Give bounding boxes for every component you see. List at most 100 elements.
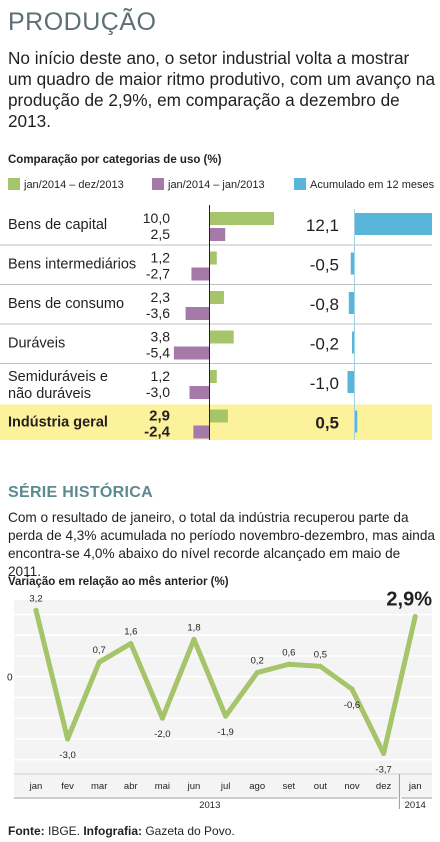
bar-dez xyxy=(209,251,217,265)
source-credit: Fonte: IBGE. Infografia: Gazeta do Povo. xyxy=(8,824,235,838)
section-title-serie-historica: SÉRIE HISTÓRICA xyxy=(8,484,153,501)
data-point xyxy=(317,663,323,669)
data-point xyxy=(128,640,134,647)
bar-jan xyxy=(185,307,209,320)
value-label-acumulado: -1,0 xyxy=(310,374,339,393)
intro-paragraph: No início deste ano, o setor industrial … xyxy=(8,48,436,131)
value-label-dez: 10,0 xyxy=(143,210,170,226)
value-label-dez: 1,2 xyxy=(151,250,171,266)
category-label-line: Bens intermediários xyxy=(8,257,136,273)
value-label-jan: 2,5 xyxy=(151,226,171,242)
bar-acumulado xyxy=(348,292,354,314)
data-point xyxy=(96,659,102,665)
credit-prefix: Infografia: xyxy=(83,824,143,838)
data-label: 1,8 xyxy=(187,622,200,633)
month-tick-label: ago xyxy=(249,781,265,792)
data-label: 1,6 xyxy=(124,627,137,638)
legend-item-jan: jan/2014 – jan/2013 xyxy=(152,178,265,192)
value-label-acumulado: -0,5 xyxy=(310,256,339,275)
data-label: 3,2 xyxy=(29,593,42,604)
month-tick-label: abr xyxy=(124,781,138,792)
bar-acumulado xyxy=(352,331,354,354)
latest-value-label: 2,9% xyxy=(386,589,432,611)
comparison-chart-title: Comparação por categorias de uso (%) xyxy=(8,154,222,166)
month-tick-label: set xyxy=(282,781,295,792)
category-bar-chart: Bens de capital 10,02,5 12,1 Bens intermedi… xyxy=(0,205,432,441)
plot-background xyxy=(14,600,432,797)
bar-dez xyxy=(209,212,274,225)
data-point xyxy=(191,636,197,642)
line-chart-subtitle: Variação em relação ao mês anterior (%) xyxy=(8,576,229,588)
data-label: -0,6 xyxy=(344,700,360,711)
value-label-acumulado: 12,1 xyxy=(306,216,339,235)
bar-dez xyxy=(209,330,234,344)
month-tick-label: fev xyxy=(61,781,74,792)
page-title: PRODUÇÃO xyxy=(8,8,157,36)
month-tick-label: mai xyxy=(155,781,170,792)
month-tick-label: dez xyxy=(376,781,392,792)
value-label-jan: -2,7 xyxy=(146,266,170,282)
value-label-dez: 3,8 xyxy=(151,329,171,345)
bar-acumulado xyxy=(354,213,432,235)
bar-acumulado xyxy=(347,371,354,393)
category-label: Duráveis xyxy=(8,336,65,352)
data-label: 0,2 xyxy=(251,656,264,667)
bar-jan xyxy=(209,228,226,241)
bar-dez xyxy=(209,291,224,304)
legend-swatch-blue xyxy=(294,178,306,190)
series-description: Com o resultado de janeiro, o total da i… xyxy=(8,510,435,579)
source-text: IBGE. xyxy=(44,824,84,838)
data-label: -3,0 xyxy=(59,750,75,761)
category-label-line: Indústria geral xyxy=(8,415,108,431)
category-label: Bens de consumo xyxy=(8,296,124,312)
category-label-line: Duráveis xyxy=(8,336,65,352)
value-label-dez: 2,9 xyxy=(149,408,170,425)
bar-jan xyxy=(173,346,209,360)
bar-acumulado xyxy=(354,410,358,433)
data-point xyxy=(65,736,71,742)
legend-label: jan/2014 – dez/2013 xyxy=(24,179,124,191)
legend-item-acum: Acumulado em 12 meses xyxy=(294,178,434,192)
month-tick-label: jun xyxy=(187,781,201,792)
month-tick-label: mar xyxy=(91,781,107,792)
data-point xyxy=(33,607,39,613)
category-label: Bens de capital xyxy=(8,217,107,233)
legend-item-dez: jan/2014 – dez/2013 xyxy=(8,178,124,192)
bar-jan xyxy=(191,267,209,281)
value-label-acumulado: 0,5 xyxy=(315,414,339,433)
category-label: Bens intermediários xyxy=(8,257,136,273)
data-point xyxy=(349,686,355,692)
data-point xyxy=(223,713,229,719)
value-label-jan: -3,0 xyxy=(146,384,170,400)
legend-label: jan/2014 – jan/2013 xyxy=(168,179,265,191)
bar-jan xyxy=(193,425,209,439)
legend-label: Acumulado em 12 meses xyxy=(310,179,435,191)
category-label-line: não duráveis xyxy=(8,386,91,402)
bar-acumulado xyxy=(350,252,354,275)
data-label: -1,9 xyxy=(217,727,233,738)
category-label: Indústria geral xyxy=(8,415,108,431)
value-label-dez: 2,3 xyxy=(151,289,171,305)
legend-swatch-purple xyxy=(152,178,164,190)
month-tick-label: nov xyxy=(344,781,360,792)
category-label-line: Semiduráveis e xyxy=(8,369,108,385)
year-label-2013: 2013 xyxy=(199,800,220,811)
value-label-acumulado: -0,8 xyxy=(310,295,339,314)
credit-text: Gazeta do Povo. xyxy=(142,824,235,838)
month-tick-label: jan xyxy=(29,781,43,792)
data-label: 0,5 xyxy=(314,649,327,660)
category-label-line: Bens de consumo xyxy=(8,296,124,312)
series-line xyxy=(33,607,418,756)
data-label: -2,0 xyxy=(154,729,170,740)
value-label-jan: -3,6 xyxy=(146,305,170,321)
value-label-dez: 1,2 xyxy=(151,368,171,384)
month-tick-label: out xyxy=(314,781,328,792)
month-tick-label: jul xyxy=(220,781,231,792)
value-label-jan: -5,4 xyxy=(146,345,170,361)
value-label-jan: -2,4 xyxy=(144,424,171,441)
data-point xyxy=(159,715,165,721)
data-label: 0,6 xyxy=(282,647,295,658)
value-label-acumulado: -0,2 xyxy=(310,335,339,354)
data-label: -3,7 xyxy=(375,764,391,775)
year-label-2014: 2014 xyxy=(405,800,426,811)
